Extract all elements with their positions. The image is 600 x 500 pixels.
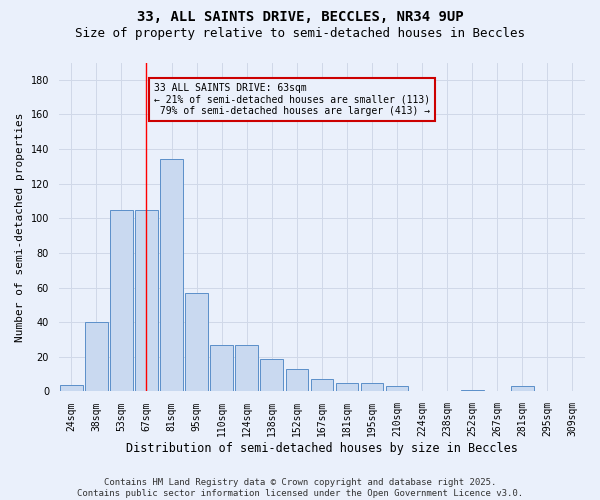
Bar [260, 358, 283, 392]
Text: Contains HM Land Registry data © Crown copyright and database right 2025.
Contai: Contains HM Land Registry data © Crown c… [77, 478, 523, 498]
Bar [335, 383, 358, 392]
Y-axis label: Number of semi-detached properties: Number of semi-detached properties [15, 112, 25, 342]
Bar [461, 390, 484, 392]
Bar [311, 380, 333, 392]
Bar [211, 344, 233, 392]
Bar [235, 344, 258, 392]
Bar [110, 210, 133, 392]
Bar [135, 210, 158, 392]
Text: 33, ALL SAINTS DRIVE, BECCLES, NR34 9UP: 33, ALL SAINTS DRIVE, BECCLES, NR34 9UP [137, 10, 463, 24]
Bar [511, 386, 533, 392]
Bar [60, 384, 83, 392]
Text: Size of property relative to semi-detached houses in Beccles: Size of property relative to semi-detach… [75, 28, 525, 40]
Text: 33 ALL SAINTS DRIVE: 63sqm
← 21% of semi-detached houses are smaller (113)
 79% : 33 ALL SAINTS DRIVE: 63sqm ← 21% of semi… [154, 84, 430, 116]
Bar [160, 160, 183, 392]
Bar [286, 369, 308, 392]
Bar [361, 383, 383, 392]
X-axis label: Distribution of semi-detached houses by size in Beccles: Distribution of semi-detached houses by … [126, 442, 518, 455]
Bar [185, 293, 208, 392]
Bar [85, 322, 107, 392]
Bar [386, 386, 409, 392]
